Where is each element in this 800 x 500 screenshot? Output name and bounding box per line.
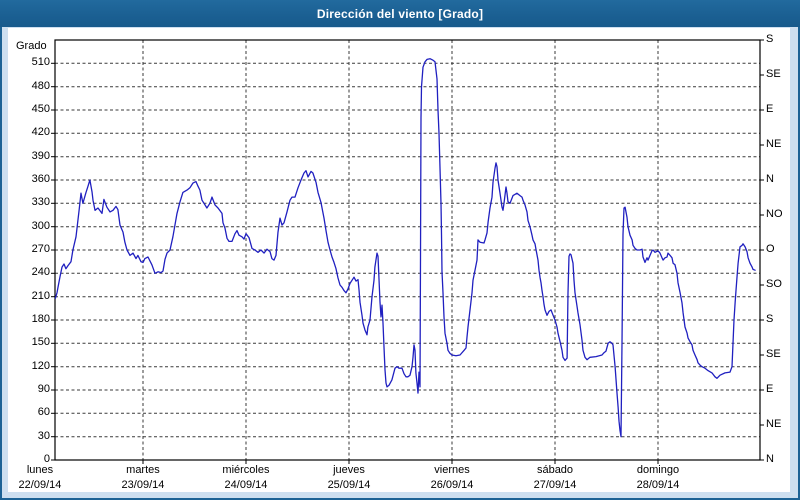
title-bar: Dirección del viento [Grado] <box>0 0 800 27</box>
window-title: Dirección del viento [Grado] <box>316 6 484 21</box>
chart-panel <box>8 28 790 492</box>
